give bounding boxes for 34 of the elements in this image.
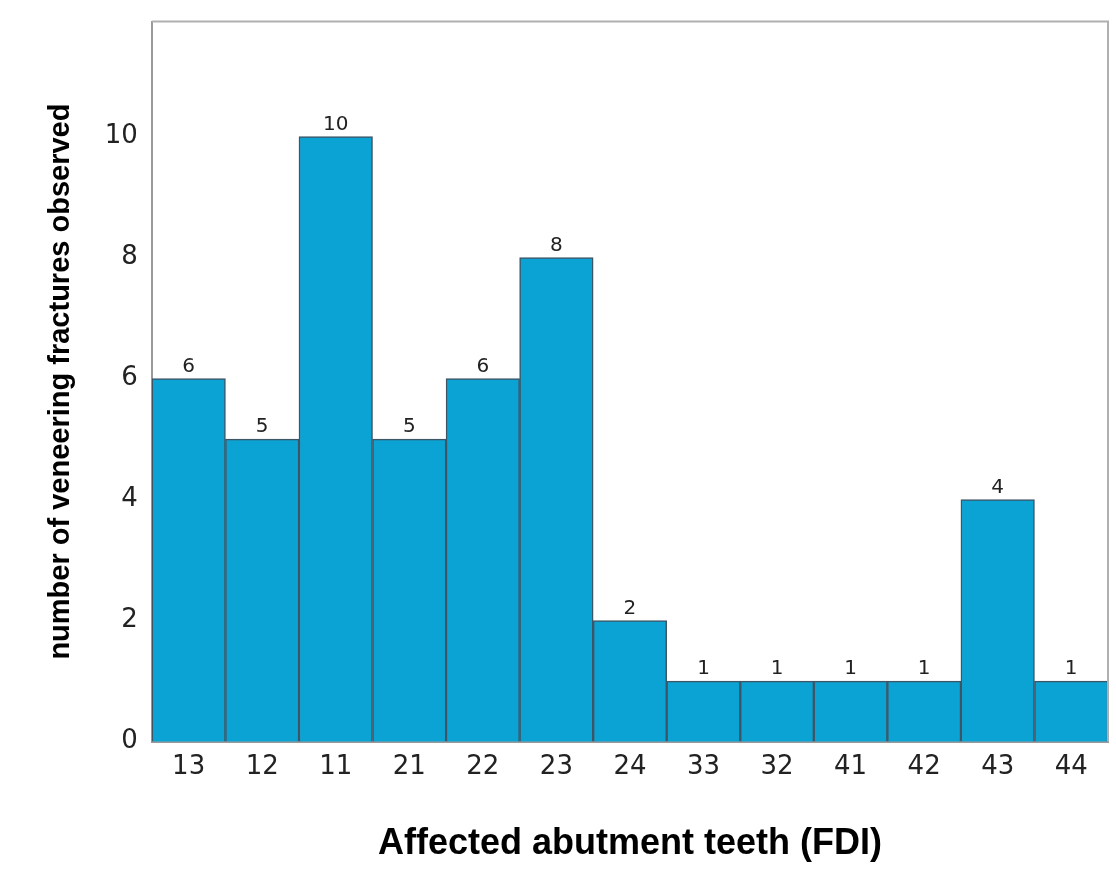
data-label: 1	[1064, 655, 1078, 680]
x-tick-label: 11	[319, 749, 353, 780]
data-label: 4	[991, 473, 1005, 498]
data-label: 2	[623, 594, 637, 619]
data-label: 10	[323, 110, 349, 135]
x-tick-label: 43	[981, 749, 1015, 780]
data-label: 1	[770, 655, 784, 680]
x-tick-label: 22	[466, 749, 500, 780]
x-tick-label: 33	[686, 749, 721, 780]
x-tick-label: 13	[172, 749, 206, 780]
data-label: 8	[550, 231, 563, 256]
x-tick-label: 42	[907, 749, 941, 780]
y-tick-label: 10	[104, 119, 138, 150]
x-tick-label: 12	[245, 749, 279, 780]
x-tick-label: 32	[760, 749, 794, 780]
data-label: 5	[402, 413, 416, 438]
x-tick-label: 24	[613, 749, 647, 780]
data-label: 5	[255, 413, 269, 438]
y-axis-title: number of veneering fractures observed	[43, 103, 76, 660]
y-tick-label: 0	[121, 724, 138, 755]
x-tick-label: 44	[1054, 749, 1088, 780]
y-tick-label: 8	[121, 240, 138, 271]
data-label: 6	[182, 352, 196, 377]
x-tick-label: 21	[392, 749, 426, 780]
data-label: 1	[697, 655, 710, 680]
data-label: 6	[476, 352, 490, 377]
x-tick-label: 23	[539, 749, 573, 780]
data-label: 1	[844, 655, 857, 680]
y-tick-label: 6	[121, 361, 138, 392]
x-axis-title: Affected abutment teeth (FDI)	[377, 821, 882, 863]
x-tick-label: 41	[834, 749, 868, 780]
y-tick-label: 2	[121, 603, 138, 634]
data-label: 1	[917, 655, 931, 680]
y-tick-label: 4	[121, 482, 138, 513]
